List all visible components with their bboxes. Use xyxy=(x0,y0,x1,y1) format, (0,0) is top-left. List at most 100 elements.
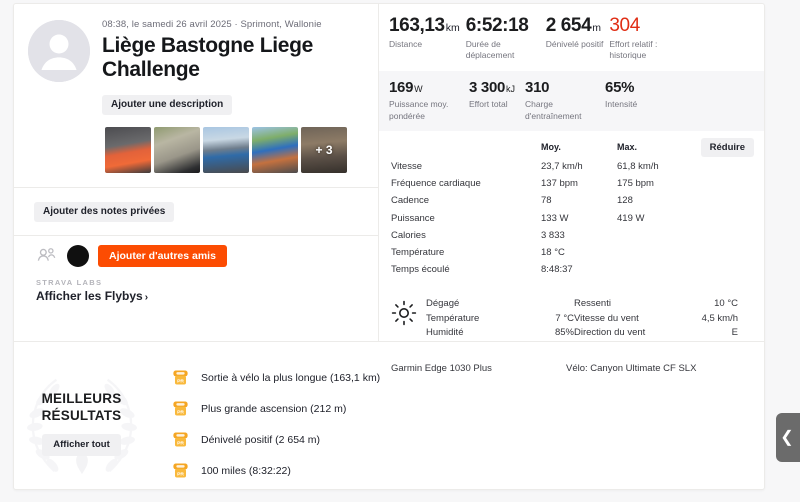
table-row: Calories 3 833 xyxy=(391,227,691,244)
show-flybys-label: Afficher les Flybys xyxy=(36,289,143,304)
table-row: Cadence 78 128 xyxy=(391,192,691,209)
chevron-left-icon: ❮ xyxy=(780,428,794,446)
weather-value: 4,5 km/h xyxy=(701,312,738,324)
cell-avg: 137 bpm xyxy=(541,178,578,190)
weather-label: Ressenti xyxy=(574,297,611,309)
weather-left-column: Dégagé Température 7 °C Humidité 85% xyxy=(426,296,574,340)
detail-stats-table: Moy. Max. Vitesse 23,7 km/h 61,8 km/h Fr… xyxy=(391,142,691,278)
cell-max xyxy=(617,261,691,278)
weather-condition-row: Dégagé xyxy=(426,296,574,311)
stat-total-work: 3 300kJ Effort total xyxy=(469,80,525,121)
best-results-title: MEILLEURS RÉSULTATS xyxy=(41,391,122,424)
table-row: Temps écoulé 8:48:37 xyxy=(391,261,691,278)
cell-max xyxy=(617,244,691,261)
stat-label: Intensité xyxy=(605,99,638,110)
stat-relative-effort: 304 Effort relatif : historique xyxy=(609,16,689,61)
stat-label: Charge d'entraînement xyxy=(525,99,582,121)
show-all-button[interactable]: Afficher tout xyxy=(42,434,121,456)
achievement-label: Plus grande ascension (212 m) xyxy=(201,402,347,415)
weather-row: Humidité 85% xyxy=(426,325,574,340)
weather-row: Ressenti 10 °C xyxy=(574,296,738,311)
stat-value: 169W xyxy=(389,79,423,97)
cell-avg: 3 833 xyxy=(541,229,565,241)
stat-label: Distance xyxy=(389,39,423,49)
cell-max: 128 xyxy=(617,195,633,207)
table-row: Puissance 133 W 419 W xyxy=(391,209,691,226)
achievement-label: 100 miles (8:32:22) xyxy=(201,464,291,477)
table-row: Fréquence cardiaque 137 bpm 175 bpm xyxy=(391,175,691,192)
friends-row: Ajouter d'autres amis xyxy=(14,236,378,268)
stat-intensity: 65% Intensité xyxy=(605,80,647,121)
bike-name: Vélo: Canyon Ultimate CF SLX xyxy=(566,362,697,374)
achievements-section: MEILLEURS RÉSULTATS Afficher tout PR Sor… xyxy=(14,341,764,489)
cell-avg: 78 xyxy=(541,195,552,207)
stat-value: 310 xyxy=(525,79,550,97)
achievement-item[interactable]: PR Sortie à vélo la plus longue (163,1 k… xyxy=(171,362,764,393)
weather-row: Température 7 °C xyxy=(426,311,574,326)
photo-thumbnail[interactable] xyxy=(203,126,249,173)
stat-weighted-avg-power: 169W Puissance moy. pondérée xyxy=(389,80,469,121)
weather-value: 85% xyxy=(554,327,574,339)
achievement-label: Sortie à vélo la plus longue (163,1 km) xyxy=(201,371,381,384)
stat-value: 2 654m xyxy=(545,15,602,36)
activity-header-text: 08:38, le samedi 26 avril 2025 · Sprimon… xyxy=(102,14,364,115)
gear-row: Garmin Edge 1030 Plus Vélo: Canyon Ultim… xyxy=(379,349,764,374)
stat-label: Effort relatif : historique xyxy=(609,39,658,61)
achievement-item[interactable]: PR Plus grande ascension (212 m) xyxy=(171,393,764,424)
cell-avg: 133 W xyxy=(541,212,569,224)
add-description-button[interactable]: Ajouter une description xyxy=(102,94,233,115)
cell-metric: Fréquence cardiaque xyxy=(391,178,481,190)
stat-value: 65% xyxy=(605,79,635,97)
photo-thumbnail[interactable] xyxy=(105,126,151,173)
weather-value: 10 °C xyxy=(714,297,738,309)
show-flybys-link[interactable]: Afficher les Flybys › xyxy=(36,289,148,303)
table-row: Température 18 °C xyxy=(391,244,691,261)
stat-label: Durée de déplacement xyxy=(465,39,515,61)
stat-value: 3 300kJ xyxy=(469,79,516,97)
weather-label: Direction du vent xyxy=(574,327,646,339)
pr-trophy-icon: PR xyxy=(173,401,188,416)
stat-training-load: 310 Charge d'entraînement xyxy=(525,80,605,121)
reduce-button[interactable]: Réduire xyxy=(700,137,754,158)
pr-trophy-icon: PR xyxy=(173,370,188,385)
stat-unit: km xyxy=(445,22,460,34)
svg-text:PR: PR xyxy=(177,379,184,385)
friend-avatar[interactable] xyxy=(67,244,89,267)
primary-stats-row: 163,13km Distance 6:52:18 Durée de dépla… xyxy=(379,4,764,71)
sidebar-toggle-tab[interactable]: ❮ xyxy=(776,413,800,462)
activity-meta: 08:38, le samedi 26 avril 2025 · Sprimon… xyxy=(102,19,322,30)
cell-max xyxy=(617,227,691,244)
activity-left-column: 08:38, le samedi 26 avril 2025 · Sprimon… xyxy=(14,4,379,341)
stat-moving-time: 6:52:18 Durée de déplacement xyxy=(466,16,546,61)
best-results-badge: MEILLEURS RÉSULTATS Afficher tout xyxy=(14,356,149,489)
avatar-person-icon xyxy=(28,20,90,82)
photo-strip: + 3 xyxy=(14,115,378,173)
photo-thumbnail[interactable] xyxy=(252,126,298,173)
achievement-item[interactable]: PR Dénivelé positif (2 654 m) xyxy=(171,424,764,455)
stat-value: 6:52:18 xyxy=(465,15,529,36)
activity-upper-section: 08:38, le samedi 26 avril 2025 · Sprimon… xyxy=(14,4,764,374)
stat-value: 163,13km xyxy=(389,15,460,36)
weather-row: Direction du vent E xyxy=(574,325,738,340)
achievement-item[interactable]: PR 100 miles (8:32:22) xyxy=(171,455,764,486)
cell-metric: Temps écoulé xyxy=(391,264,450,276)
stat-unit: m xyxy=(592,22,602,34)
stat-value: 304 xyxy=(609,15,640,36)
photo-thumbnail-more[interactable]: + 3 xyxy=(301,126,347,173)
add-private-notes-button[interactable]: Ajouter des notes privées xyxy=(34,201,175,222)
cell-metric: Température xyxy=(391,246,445,258)
add-friends-button[interactable]: Ajouter d'autres amis xyxy=(98,244,227,268)
weather-condition: Dégagé xyxy=(426,297,460,309)
avatar[interactable] xyxy=(28,20,90,82)
stat-label: Puissance moy. pondérée xyxy=(389,99,449,121)
cell-max: 175 bpm xyxy=(617,178,654,190)
stat-distance: 163,13km Distance xyxy=(389,16,466,61)
flyby-section: STRAVA LABS Afficher les Flybys › xyxy=(14,267,378,305)
table-row: Vitesse 23,7 km/h 61,8 km/h xyxy=(391,158,691,175)
add-description-wrap: Ajouter une description xyxy=(102,94,364,115)
achievement-label: Dénivelé positif (2 654 m) xyxy=(201,433,321,446)
photo-thumbnail[interactable] xyxy=(154,126,200,173)
sun-icon xyxy=(391,300,417,326)
cell-metric: Calories xyxy=(391,229,426,241)
pr-trophy-icon: PR xyxy=(173,463,188,478)
